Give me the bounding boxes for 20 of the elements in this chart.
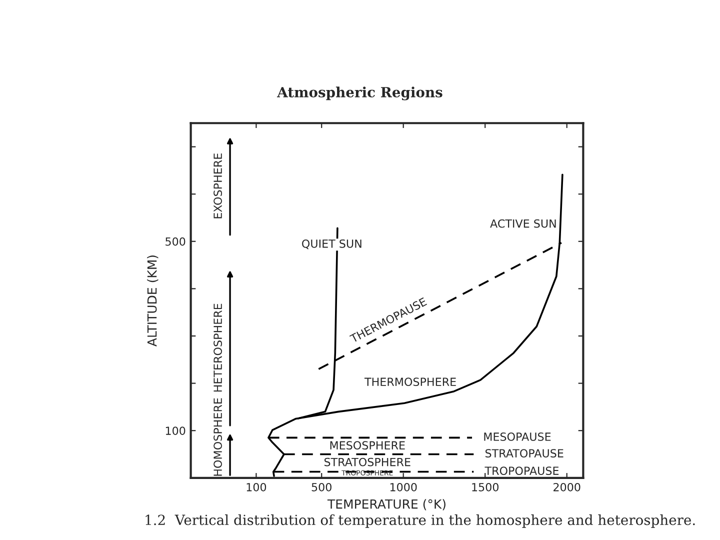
chart-title: Atmospheric Regions — [276, 86, 442, 100]
text: 1.2 Vertical distribution of temperature in the homosphere and heterosphere. — [146, 514, 695, 528]
annotation: STRATOSPHERE — [324, 458, 410, 466]
series-label: TROPOPAUSE — [484, 466, 559, 475]
x-tick-label: 100 — [246, 482, 266, 492]
series-label: MESOPAUSE — [484, 432, 551, 441]
series-label: ACTIVE SUN — [490, 219, 556, 228]
annotation: THERMOSPHERE — [364, 378, 456, 386]
annotation: EXOSPHERE — [214, 154, 222, 218]
series-label: STRATOPAUSE — [486, 449, 564, 458]
series-label: QUIET SUN — [302, 239, 362, 250]
x-tick-label: 500 — [312, 482, 332, 492]
x-tick-label: 2000 — [554, 482, 580, 492]
annotation: HOMOSPHERE — [214, 398, 222, 476]
y-axis-title: ALTITUDE (KM) — [147, 256, 158, 346]
x-tick-label: 1000 — [390, 482, 417, 492]
annotation: MESOSPHERE — [330, 441, 405, 450]
x-tick-label: 1500 — [472, 482, 498, 492]
annotation: HETEROSPHERE — [214, 304, 222, 392]
x-axis-title: TEMPERATURE (°K) — [327, 499, 446, 510]
